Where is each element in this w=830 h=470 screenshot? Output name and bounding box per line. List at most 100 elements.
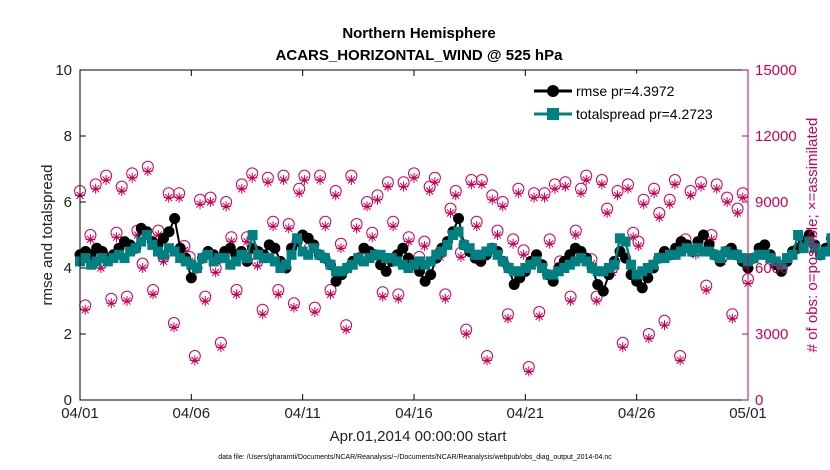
asterisk-strokes [487, 194, 498, 205]
totalspread-point [392, 256, 403, 267]
asterisk-strokes [649, 188, 660, 199]
totalspread-point [548, 269, 559, 280]
obs-assimilated-point [576, 188, 586, 199]
asterisk-strokes [424, 186, 435, 196]
obs-assimilated-point [461, 329, 472, 339]
y-tick-label-left: 4 [64, 260, 72, 277]
totalspread-point [191, 263, 202, 273]
obs-assimilated-point [142, 166, 153, 177]
asterisk-strokes [476, 179, 487, 190]
obs-assimilated-point [565, 296, 576, 306]
obs-assimilated-point [617, 342, 628, 353]
obs-assimilated-point [288, 302, 299, 313]
totalspread-point [542, 269, 553, 280]
asterisk-strokes [215, 342, 226, 353]
obs-assimilated-point [158, 256, 169, 267]
obs-assimilated-point [706, 234, 717, 245]
obs-assimilated-point [622, 183, 633, 194]
asterisk-strokes [341, 324, 352, 335]
obs-assimilated-point [482, 355, 493, 366]
asterisk-strokes [205, 197, 216, 207]
totalspread-point [253, 249, 264, 260]
x-tick-label: 04/01 [61, 405, 99, 422]
y-tick-label-right: 12000 [755, 128, 797, 145]
chart-title-line2: ACARS_HORIZONTAL_WIND @ 525 hPa [276, 47, 564, 64]
obs-assimilated-point [221, 201, 232, 212]
legend-rmse-marker [547, 85, 559, 97]
totalspread-point [592, 266, 603, 277]
asterisk-strokes [482, 355, 493, 366]
totalspread-point [242, 253, 252, 264]
asterisk-strokes [534, 311, 545, 322]
obs-assimilated-point [633, 241, 644, 251]
obs-assimilated-point [487, 194, 498, 205]
obs-assimilated-point [341, 324, 352, 335]
asterisk-strokes [544, 238, 555, 249]
totalspread-point [353, 253, 364, 264]
totalspread-point [520, 263, 531, 273]
totalspread-point [275, 263, 286, 273]
asterisk-strokes [675, 355, 686, 366]
asterisk-strokes [372, 194, 383, 205]
y-tick-label-left: 6 [64, 194, 72, 211]
totalspread-point [292, 233, 303, 244]
totalspread-point [447, 230, 458, 240]
asterisk-strokes [210, 267, 221, 278]
legend: rmse pr=4.3972 totalspread pr=4.2723 [526, 73, 746, 131]
totalspread-point [503, 263, 514, 273]
obs-assimilated-point [534, 311, 545, 322]
asterisk-strokes [116, 186, 127, 196]
totalspread-point [175, 253, 186, 264]
obs-assimilated-point [675, 355, 686, 366]
totalspread-point [303, 249, 314, 260]
totalspread-point [158, 249, 169, 260]
totalspread-point [308, 243, 319, 254]
obs-assimilated-point [346, 175, 357, 185]
obs-assimilated-point [236, 183, 247, 194]
obs-assimilated-point [90, 183, 101, 194]
totalspread-point [125, 246, 136, 257]
totalspread-point [620, 236, 631, 247]
obs-assimilated-point [523, 366, 534, 377]
totalspread-point [375, 249, 386, 260]
obs-assimilated-point [309, 307, 320, 317]
totalspread-point [208, 256, 219, 267]
axis-layer: 04/01 04/06 04/11 04/16 04/21 04/26 05/0102468… [55, 62, 796, 422]
totalspread-point [414, 256, 425, 267]
obs-assimilated-point [252, 260, 263, 271]
totalspread-point [754, 249, 765, 260]
asterisk-strokes [262, 177, 273, 188]
totalspread-point [481, 246, 492, 257]
asterisk-strokes [612, 190, 623, 201]
asterisk-strokes [445, 208, 456, 218]
asterisk-strokes [142, 166, 153, 177]
totalspread-point [509, 266, 520, 277]
x-tick-label: 04/26 [618, 405, 656, 422]
totalspread-point [297, 246, 308, 257]
obs-assimilated-point [664, 199, 675, 210]
obs-assimilated-point [325, 289, 336, 300]
obs-assimilated-point [351, 223, 362, 234]
totalspread-point [358, 256, 369, 267]
legend-spread-marker [547, 108, 559, 120]
obs-assimilated-point [544, 238, 555, 249]
totalspread-point [197, 253, 208, 264]
obs-assimilated-point [388, 221, 399, 232]
obs-assimilated-point [106, 298, 117, 309]
totalspread-point [587, 263, 598, 273]
rmse-point [697, 229, 709, 241]
asterisk-strokes [440, 293, 451, 304]
obs-assimilated-point [722, 197, 733, 207]
totalspread-point [681, 243, 692, 254]
totalspread-point [180, 256, 191, 267]
asterisk-strokes [242, 236, 252, 247]
totalspread-point [676, 246, 687, 257]
obs-assimilated-point [549, 183, 560, 194]
asterisk-strokes [330, 190, 341, 201]
totalspread-point [737, 253, 748, 264]
rmse-point [169, 213, 181, 224]
obs-assimilated-point [497, 201, 508, 212]
totalspread-point [381, 253, 392, 264]
obs-assimilated-point [95, 263, 106, 273]
obs-assimilated-point [685, 190, 696, 201]
